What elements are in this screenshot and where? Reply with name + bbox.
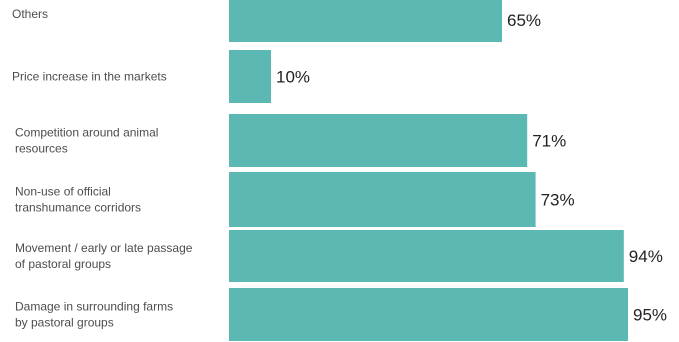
category-label-1: Price increase in the markets: [12, 70, 167, 84]
category-label-2: Competition around animal resources: [15, 126, 158, 156]
value-label-4: 94%: [629, 247, 663, 266]
value-label-2: 71%: [532, 132, 566, 151]
bar-0: [229, 0, 502, 42]
bar-4: [229, 230, 624, 282]
category-label-5: Damage in surrounding farms by pastoral g…: [15, 300, 173, 330]
category-label-0: Others: [12, 7, 48, 21]
bars-group: [229, 0, 628, 341]
category-label-3: Non-use of official transhumance corridor…: [15, 185, 141, 215]
value-label-1: 10%: [276, 68, 310, 87]
bar-2: [229, 114, 527, 167]
value-label-0: 65%: [507, 11, 541, 30]
value-label-5: 95%: [633, 306, 667, 325]
bar-3: [229, 172, 536, 227]
category-labels-group: Others Price increase in the markets Compe…: [12, 7, 193, 330]
bar-1: [229, 50, 271, 103]
category-label-4: Movement / early or late passage of pasto…: [15, 241, 193, 271]
bar-5: [229, 288, 628, 341]
value-label-3: 73%: [541, 191, 575, 210]
